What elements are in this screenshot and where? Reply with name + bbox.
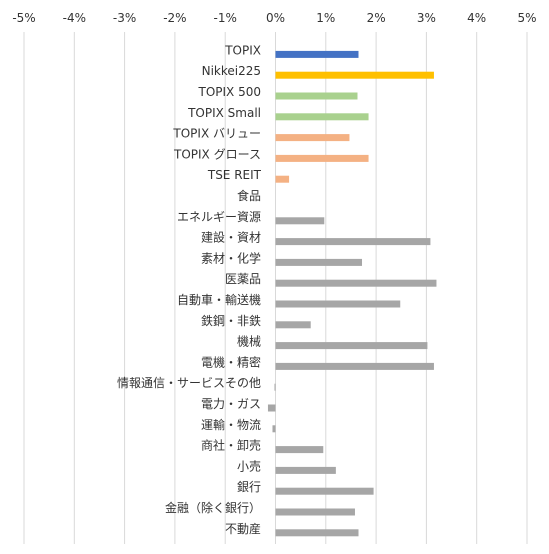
category-label: 素材・化学 bbox=[201, 250, 261, 265]
bar bbox=[275, 446, 324, 454]
category-label: 建設・資材 bbox=[201, 230, 261, 245]
x-tick-label: 5% bbox=[517, 11, 536, 25]
x-tick-label: -1% bbox=[214, 11, 237, 25]
category-label: 電力・ガス bbox=[201, 397, 261, 411]
bar bbox=[275, 508, 355, 516]
bar bbox=[275, 134, 350, 142]
bar bbox=[275, 71, 434, 79]
category-label: TOPIX bbox=[224, 43, 261, 57]
category-label: Nikkei225 bbox=[202, 64, 261, 78]
category-label: TOPIX Small bbox=[187, 106, 261, 120]
x-tick-label: 2% bbox=[367, 11, 386, 25]
x-tick-label: 0% bbox=[266, 11, 285, 25]
category-label: 商社・卸売 bbox=[201, 438, 261, 453]
bar bbox=[275, 362, 434, 370]
category-label: 食品 bbox=[237, 188, 261, 203]
category-label: 運輸・物流 bbox=[201, 417, 261, 432]
category-label: 電機・精密 bbox=[201, 354, 261, 369]
bar bbox=[275, 217, 325, 225]
category-label: 自動車・輸送機 bbox=[177, 292, 261, 307]
bar bbox=[275, 321, 311, 329]
bar bbox=[275, 92, 358, 100]
bar bbox=[275, 154, 369, 162]
bar bbox=[275, 113, 369, 121]
x-tick-label: -3% bbox=[113, 11, 136, 25]
bar bbox=[267, 404, 276, 412]
category-labels: TOPIX Nikkei225 TOPIX 500 TOPIX Small TOPIX … bbox=[117, 43, 262, 535]
category-label: エネルギー資源 bbox=[177, 210, 261, 224]
bar bbox=[275, 300, 401, 308]
category-label: 小売 bbox=[237, 458, 261, 473]
bar bbox=[275, 342, 428, 350]
x-tick-label: 4% bbox=[467, 11, 486, 25]
x-tick-label: 1% bbox=[316, 11, 335, 25]
bar bbox=[275, 175, 290, 183]
bar bbox=[272, 425, 276, 433]
category-label: 金融（除く銀行） bbox=[165, 500, 261, 515]
category-label: 機械 bbox=[237, 334, 261, 349]
bar bbox=[275, 258, 363, 266]
bars bbox=[267, 50, 437, 537]
category-label: TOPIX 500 bbox=[198, 85, 262, 99]
x-axis-tick-labels: -5% -4% -3% -2% -1% 0% 1% 2% 3% 4% 5% bbox=[12, 11, 536, 25]
category-label: TOPIX バリュー bbox=[172, 127, 261, 141]
category-label: TOPIX グロース bbox=[173, 147, 261, 161]
bar bbox=[275, 529, 359, 537]
category-label: 医薬品 bbox=[225, 272, 261, 286]
x-tick-label: -2% bbox=[163, 11, 186, 25]
x-tick-label: 3% bbox=[417, 11, 436, 25]
bar bbox=[275, 487, 374, 495]
category-label: 銀行 bbox=[237, 480, 261, 494]
bar bbox=[274, 383, 276, 391]
bar bbox=[275, 279, 437, 287]
x-tick-label: -5% bbox=[12, 11, 35, 25]
bar bbox=[275, 466, 336, 474]
category-label: TSE REIT bbox=[207, 168, 262, 182]
category-label: 不動産 bbox=[225, 521, 261, 536]
category-label: 鉄鋼・非鉄 bbox=[201, 313, 261, 328]
bar bbox=[275, 238, 431, 246]
bar bbox=[275, 50, 359, 58]
category-label: 情報通信・サービスその他 bbox=[117, 376, 261, 390]
x-tick-label: -4% bbox=[63, 11, 86, 25]
